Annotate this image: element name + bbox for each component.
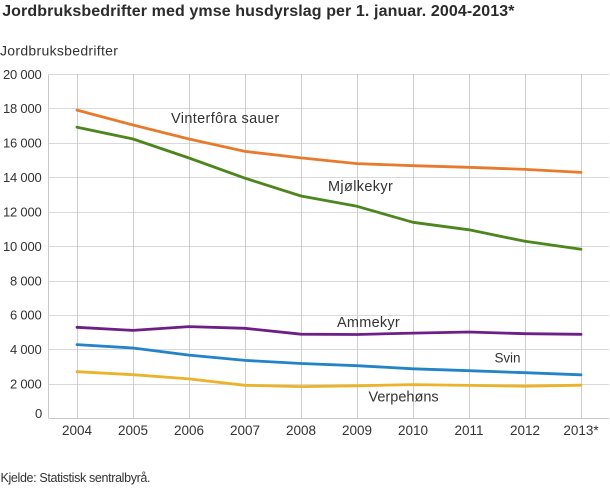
svg-text:2004: 2004 xyxy=(62,423,93,438)
svg-text:Kjelde: Statistisk sentralbyrå: Kjelde: Statistisk sentralbyrå. xyxy=(1,471,151,485)
svg-text:Jordbruksbedrifter med ymse hu: Jordbruksbedrifter med ymse husdyrslag p… xyxy=(2,3,515,20)
svg-text:4 000: 4 000 xyxy=(10,342,42,357)
svg-text:Svin: Svin xyxy=(495,351,521,366)
svg-text:2 000: 2 000 xyxy=(10,377,42,392)
svg-text:2006: 2006 xyxy=(174,423,204,438)
svg-text:2009: 2009 xyxy=(342,423,372,438)
svg-text:2011: 2011 xyxy=(454,423,483,438)
svg-text:Ammekyr: Ammekyr xyxy=(337,315,400,331)
svg-text:Verpehøns: Verpehøns xyxy=(369,390,439,406)
svg-text:10 000: 10 000 xyxy=(3,239,42,254)
svg-text:12 000: 12 000 xyxy=(3,204,42,219)
svg-text:2008: 2008 xyxy=(286,423,316,438)
svg-text:8 000: 8 000 xyxy=(10,273,42,288)
svg-text:14 000: 14 000 xyxy=(3,170,42,185)
svg-text:2010: 2010 xyxy=(398,423,428,438)
svg-text:2012: 2012 xyxy=(510,423,540,438)
svg-text:2007: 2007 xyxy=(230,423,260,438)
svg-text:16 000: 16 000 xyxy=(3,136,42,151)
svg-text:6 000: 6 000 xyxy=(10,308,42,323)
svg-text:20 000: 20 000 xyxy=(3,67,42,82)
svg-text:Vinterfôra sauer: Vinterfôra sauer xyxy=(171,111,280,127)
svg-text:0: 0 xyxy=(35,406,42,421)
svg-text:2005: 2005 xyxy=(118,423,148,438)
svg-text:Jordbruksbedrifter: Jordbruksbedrifter xyxy=(0,43,118,59)
svg-text:2013*: 2013* xyxy=(563,423,599,438)
svg-text:Mjølkekyr: Mjølkekyr xyxy=(328,179,393,195)
svg-text:18 000: 18 000 xyxy=(3,101,42,116)
